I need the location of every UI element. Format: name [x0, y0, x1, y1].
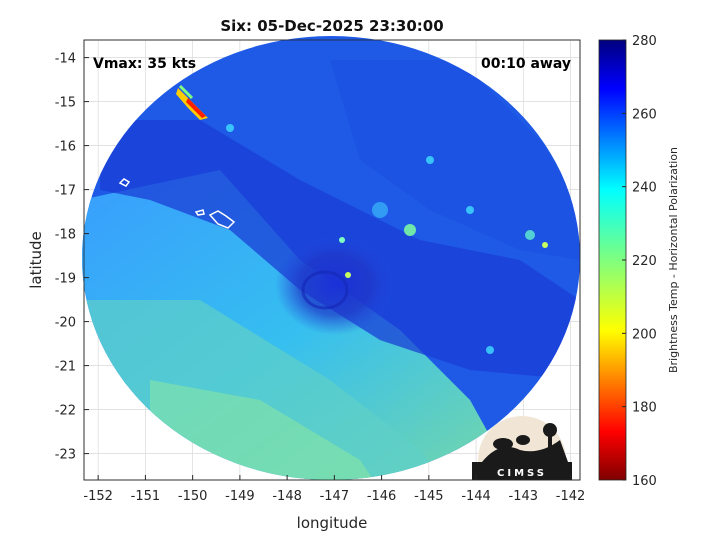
x-axis-ticks: -152 -151 -150 -149 -148 -147 -146 -145 -144 -143… — [83, 475, 585, 504]
x-tick-label: -143 — [509, 489, 539, 504]
y-tick-label: -18 — [55, 228, 76, 243]
colorbar-label: Brightness Temp - Horizontal Polarizatio… — [667, 147, 680, 373]
x-tick-label: -149 — [225, 489, 255, 504]
x-tick-label: -145 — [414, 489, 444, 504]
x-axis-label: longitude — [297, 514, 368, 532]
y-tick-label: -21 — [55, 360, 76, 375]
y-tick-label: -19 — [55, 272, 76, 287]
y-tick-label: -14 — [55, 52, 76, 67]
colorbar-tick-label: 240 — [632, 181, 657, 196]
island-outline — [118, 178, 131, 187]
y-tick-label: -22 — [55, 404, 76, 419]
island-outlines — [118, 178, 236, 229]
y-tick-label: -23 — [55, 448, 76, 463]
logo-text: CIMSS — [497, 468, 547, 479]
colorbar-tick-label: 220 — [632, 254, 657, 269]
colorbar — [598, 39, 627, 481]
island-outline — [194, 209, 205, 216]
colorbar-tick-label: 180 — [632, 401, 657, 416]
y-axis-label: latitude — [27, 231, 45, 289]
colorbar-ticks: 280 260 240 220 200 180 160 — [622, 34, 657, 489]
y-tick-label: -17 — [55, 184, 76, 199]
x-tick-label: -146 — [367, 489, 397, 504]
x-tick-label: -144 — [461, 489, 491, 504]
colorbar-tick-label: 200 — [632, 327, 657, 342]
x-tick-label: -152 — [83, 489, 113, 504]
colorbar-tick-label: 280 — [632, 34, 657, 49]
y-tick-label: -15 — [55, 96, 76, 111]
vmax-annotation: Vmax: 35 kts — [93, 56, 196, 72]
colorbar-tick-label: 260 — [632, 107, 657, 122]
cimss-logo: CIMSS — [472, 416, 572, 480]
x-tick-label: -148 — [272, 489, 302, 504]
time-offset-annotation: 00:10 away — [481, 56, 571, 72]
x-tick-label: -150 — [178, 489, 208, 504]
x-tick-label: -147 — [320, 489, 350, 504]
y-axis-ticks: -14 -15 -16 -17 -18 -19 -20 -21 -22 -23 — [55, 52, 89, 463]
island-outline — [208, 210, 236, 229]
x-tick-label: -151 — [131, 489, 161, 504]
x-tick-label: -142 — [556, 489, 586, 504]
y-tick-label: -20 — [55, 316, 76, 331]
colorbar-tick-label: 160 — [632, 474, 657, 489]
y-tick-label: -16 — [55, 140, 76, 155]
chart-title: Six: 05-Dec-2025 23:30:00 — [220, 17, 443, 35]
